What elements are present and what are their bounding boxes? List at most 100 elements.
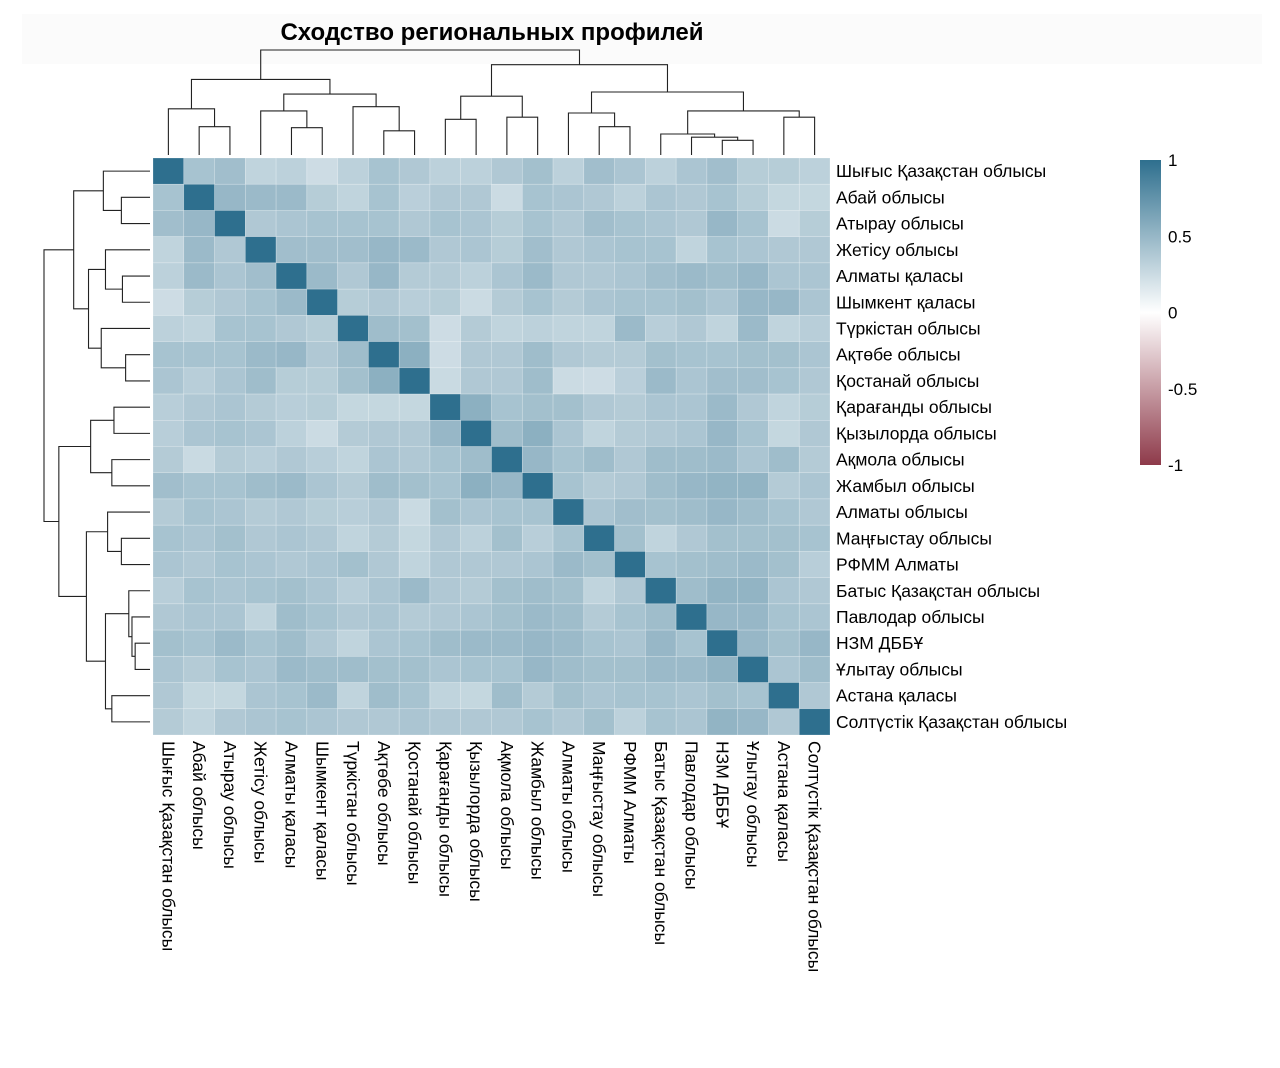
heatmap-cell	[645, 551, 677, 578]
column-label: Абай облысы	[189, 741, 209, 850]
heatmap-cell	[275, 498, 308, 526]
heatmap-cell	[337, 367, 369, 395]
dendrogram-branch	[352, 106, 400, 155]
heatmap-cell	[675, 708, 708, 736]
heatmap-cell	[768, 393, 800, 421]
heatmap-cell	[398, 446, 431, 474]
legend-tick-label: -1	[1168, 456, 1183, 475]
dendrogram-branch	[104, 613, 129, 710]
heatmap-cell	[614, 183, 646, 211]
dendrogram-branch	[383, 130, 416, 155]
heatmap-cell	[368, 315, 400, 342]
heatmap-cell	[152, 393, 185, 421]
dendrogram-branch	[128, 590, 150, 638]
heatmap-cell	[798, 210, 831, 237]
heatmap-cell	[737, 708, 769, 736]
heatmap-cell	[583, 472, 615, 500]
dendrogram-branch	[590, 91, 745, 113]
heatmap-cell	[491, 656, 523, 683]
heatmap-cell	[614, 656, 646, 683]
heatmap-cell	[521, 498, 554, 526]
heatmap-cell	[614, 341, 646, 369]
heatmap-cell	[183, 367, 215, 395]
legend-tick-label: -0.5	[1168, 380, 1197, 399]
heatmap-cell	[245, 341, 277, 369]
row-label: Жетісу облысы	[836, 240, 958, 260]
column-label: Шығыс Қазақстан облысы	[158, 741, 178, 951]
column-label: Жамбыл облысы	[528, 741, 548, 880]
heatmap-cell	[491, 551, 523, 578]
heatmap-cell	[214, 262, 246, 290]
heatmap-cell	[583, 656, 615, 683]
column-label: Жетісу облысы	[251, 741, 271, 863]
heatmap-cell	[398, 708, 431, 736]
heatmap-cell	[183, 183, 215, 211]
heatmap-cell	[152, 472, 185, 500]
heatmap-cell	[614, 288, 646, 316]
heatmap-cell	[429, 577, 462, 605]
heatmap-cell	[552, 183, 585, 211]
heatmap-cell	[675, 446, 708, 474]
heatmap-cell	[214, 656, 246, 683]
heatmap-cell	[737, 262, 769, 290]
heatmap-cell	[491, 393, 523, 421]
heatmap-cell	[183, 393, 215, 421]
heatmap-cell	[429, 472, 462, 500]
heatmap-cell	[552, 236, 585, 264]
heatmap-cell	[429, 236, 462, 264]
heatmap-cell	[706, 419, 738, 447]
heatmap-cell	[152, 524, 185, 552]
heatmap-cell	[583, 577, 615, 605]
heatmap-cell	[768, 472, 800, 500]
heatmap-cell	[152, 629, 185, 657]
heatmap-cell	[491, 236, 523, 264]
heatmap-cell	[306, 157, 338, 185]
heatmap-cell	[306, 708, 338, 736]
heatmap-cell	[214, 577, 246, 605]
heatmap-cell	[675, 262, 708, 290]
heatmap-cell	[645, 498, 677, 526]
heatmap-cell	[491, 629, 523, 657]
column-label: РФММ Алматы	[620, 741, 640, 864]
heatmap-cell	[245, 288, 277, 316]
heatmap-cell	[798, 577, 831, 605]
heatmap-cell	[460, 524, 492, 552]
heatmap-cell	[675, 656, 708, 683]
heatmap-cell	[337, 393, 369, 421]
heatmap-cell	[706, 236, 738, 264]
heatmap-cell	[275, 341, 308, 369]
heatmap-cell	[429, 656, 462, 683]
heatmap-cell	[214, 708, 246, 736]
heatmap-cell	[798, 498, 831, 526]
heatmap-cell	[675, 551, 708, 578]
heatmap-cell	[675, 577, 708, 605]
column-label: Астана қаласы	[774, 741, 794, 862]
heatmap-cell	[398, 656, 431, 683]
heatmap-cell	[398, 629, 431, 657]
row-label: Түркістан облысы	[836, 318, 981, 338]
heatmap-cell	[491, 577, 523, 605]
heatmap-cell	[737, 498, 769, 526]
heatmap-cell	[460, 236, 492, 264]
heatmap-cell	[337, 262, 369, 290]
heatmap-cell	[521, 446, 554, 474]
heatmap-cell	[675, 524, 708, 552]
heatmap-cell	[398, 183, 431, 211]
heatmap-cell	[368, 708, 400, 736]
heatmap-cell	[183, 498, 215, 526]
legend-tick-label: 0.5	[1168, 227, 1192, 246]
heatmap-cell	[583, 708, 615, 736]
heatmap-cell	[798, 341, 831, 369]
heatmap-cell	[306, 262, 338, 290]
dendrogram-branch	[567, 112, 616, 155]
heatmap-cell	[337, 498, 369, 526]
heatmap-cell	[368, 446, 400, 474]
heatmap-cell	[429, 262, 462, 290]
heatmap-cell	[245, 236, 277, 264]
dendrogram-branch	[90, 419, 114, 474]
heatmap-cell	[398, 472, 431, 500]
heatmap-cell	[491, 315, 523, 342]
heatmap-cell	[245, 472, 277, 500]
dendrogram-branch	[100, 327, 150, 369]
